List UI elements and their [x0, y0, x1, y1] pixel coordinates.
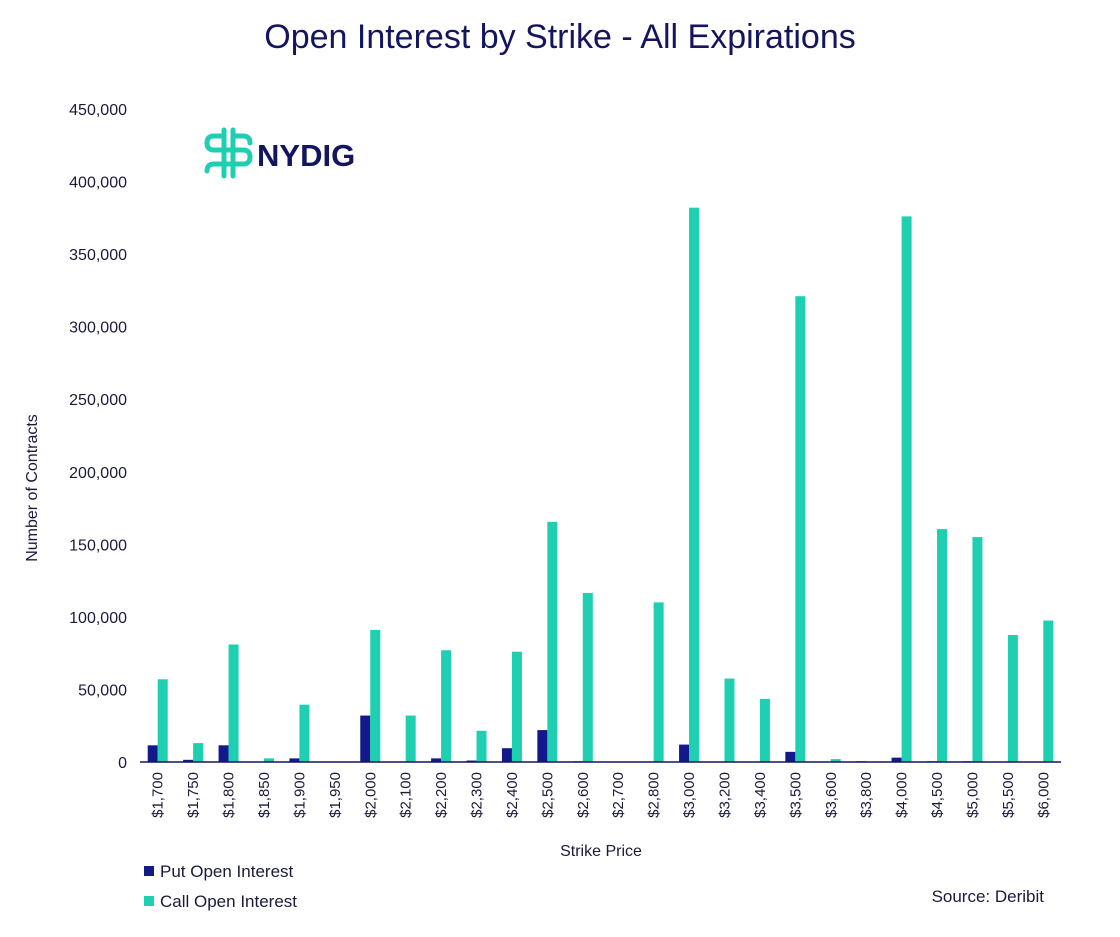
bars	[147, 207, 1054, 763]
y-axis-label: Number of Contracts	[24, 414, 41, 562]
x-tick-label: $1,750	[185, 772, 202, 818]
call-bar-4000	[901, 216, 912, 763]
y-tick-label: 100,000	[69, 610, 127, 627]
call-bar-2300	[476, 730, 487, 762]
put-bar-1900	[289, 758, 300, 762]
call-bar-2400	[511, 651, 522, 762]
put-bar-1700	[147, 745, 158, 762]
x-tick-label: $6,000	[1035, 772, 1052, 818]
x-tick-label: $3,000	[681, 772, 698, 818]
y-tick-label: 250,000	[69, 392, 127, 409]
x-tick-label: $5,500	[1000, 772, 1017, 818]
call-bar-1850	[263, 758, 274, 762]
call-bar-2800	[653, 602, 664, 762]
put-bar-2200	[431, 758, 442, 762]
call-bar-3000	[689, 207, 700, 763]
x-tick-label: $4,000	[894, 772, 911, 818]
x-tick-label: $2,700	[610, 772, 627, 818]
logo: NYDIG	[204, 127, 355, 179]
y-tick-label: 0	[118, 755, 127, 772]
x-tick-label: $1,800	[221, 772, 238, 818]
put-bar-2500	[537, 730, 548, 762]
call-bar-3600	[830, 759, 841, 762]
y-tick-label: 150,000	[69, 537, 127, 554]
legend-label-call: Call Open Interest	[160, 892, 297, 911]
call-bar-5500	[1007, 635, 1018, 762]
x-tick-label: $1,850	[256, 772, 273, 818]
x-tick-label: $2,200	[433, 772, 450, 818]
call-bar-3400	[759, 698, 770, 762]
put-bar-3000	[679, 744, 690, 762]
y-tick-label: 400,000	[69, 175, 127, 192]
x-tick-label: $3,500	[787, 772, 804, 818]
x-tick-label: $3,800	[858, 772, 875, 818]
legend-swatch-put	[144, 866, 154, 876]
call-bar-3200	[724, 678, 735, 762]
x-tick-label: $3,600	[823, 772, 840, 818]
x-tick-label: $3,400	[752, 772, 769, 818]
put-bar-2000	[360, 715, 371, 762]
y-tick-label: 350,000	[69, 247, 127, 264]
call-bar-2600	[582, 592, 593, 762]
put-bar-1750	[183, 759, 194, 762]
x-ticks: $1,700 $1,750 $1,800 $1,850 $1,900 $1,950 $2,0…	[150, 772, 1053, 818]
y-tick-label: 300,000	[69, 320, 127, 337]
x-tick-label: $1,900	[291, 772, 308, 818]
chart-title: Open Interest by Strike - All Expiration…	[264, 18, 855, 56]
call-bar-2200	[441, 650, 452, 762]
logo-text: NYDIG	[257, 138, 355, 173]
call-bar-1750	[193, 743, 204, 762]
x-tick-label: $1,950	[327, 772, 344, 818]
x-tick-label: $4,500	[929, 772, 946, 818]
call-bar-1800	[228, 644, 239, 762]
call-bar-3500	[795, 296, 806, 762]
call-bar-2500	[547, 521, 558, 762]
x-tick-label: $3,200	[716, 772, 733, 818]
call-bar-5000	[972, 537, 983, 762]
y-tick-label: 50,000	[78, 682, 127, 699]
nydig-logo-icon	[204, 127, 253, 179]
x-tick-label: $2,100	[398, 772, 415, 818]
x-axis-label: Strike Price	[560, 843, 642, 860]
call-bar-6000	[1043, 620, 1054, 762]
call-bar-4500	[937, 529, 948, 762]
x-tick-label: $5,000	[964, 772, 981, 818]
legend-label-put: Put Open Interest	[160, 862, 294, 881]
call-bar-2000	[370, 629, 381, 762]
y-tick-label: 450,000	[69, 102, 127, 119]
x-tick-label: $1,700	[150, 772, 167, 818]
legend-swatch-call	[144, 896, 154, 906]
put-bar-4000	[891, 757, 902, 762]
legend: Put Open Interest Call Open Interest	[144, 862, 297, 911]
x-tick-label: $2,000	[362, 772, 379, 818]
x-tick-label: $2,400	[504, 772, 521, 818]
put-bar-2400	[501, 748, 512, 762]
put-bar-1800	[218, 745, 229, 762]
x-tick-label: $2,300	[469, 772, 486, 818]
y-ticks: 0 50,000 100,000 150,000 200,000 250,000 300,0…	[69, 102, 127, 772]
put-bar-3500	[785, 751, 796, 762]
call-bar-1900	[299, 704, 310, 762]
call-bar-1700	[157, 679, 168, 762]
source-note: Source: Deribit	[932, 887, 1045, 906]
x-tick-label: $2,500	[539, 772, 556, 818]
y-tick-label: 200,000	[69, 465, 127, 482]
x-tick-label: $2,600	[575, 772, 592, 818]
call-bar-2100	[405, 715, 416, 762]
x-tick-label: $2,800	[646, 772, 663, 818]
